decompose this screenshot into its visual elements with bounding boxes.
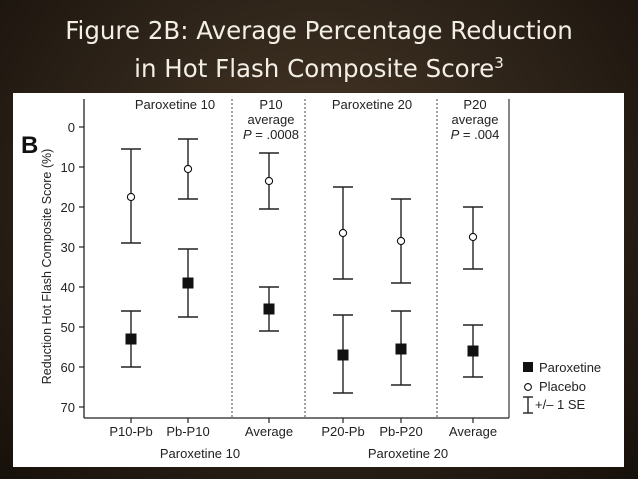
y-axis-label: Reduction Hot Flash Composite Score (%) <box>40 149 54 385</box>
legend: Paroxetine Placebo +/– 1 SE <box>523 360 601 414</box>
title-superscript: 3 <box>494 54 504 72</box>
placebo-point <box>468 232 478 242</box>
placebo-point <box>126 192 136 202</box>
p-symbol: P <box>451 127 460 142</box>
legend-label-paroxetine: Paroxetine <box>539 360 601 375</box>
axes: 0 10 20 30 40 50 60 70 Reduction Hot Flash Compo… <box>21 97 510 461</box>
panel-letter: B <box>21 132 38 159</box>
legend-marker-paroxetine <box>523 362 533 372</box>
y-tick-label: 0 <box>68 120 75 135</box>
top-label: P = .004 <box>451 127 500 142</box>
x-tick-label: P10-Pb <box>109 424 152 439</box>
x-tick-label: P20-Pb <box>321 424 364 439</box>
paroxetine-point <box>395 343 407 355</box>
p-value: = .004 <box>459 127 499 142</box>
top-label: P10 <box>259 97 282 112</box>
y-tick-label: 20 <box>61 200 75 215</box>
x-tick-label: Pb-P10 <box>166 424 209 439</box>
y-tick-label: 50 <box>61 320 75 335</box>
legend-label-placebo: Placebo <box>539 379 586 394</box>
paroxetine-point <box>263 303 275 315</box>
top-label: Paroxetine 10 <box>135 97 215 112</box>
y-tick-label: 40 <box>61 280 75 295</box>
legend-marker-placebo <box>524 383 532 391</box>
top-label: P20 <box>463 97 486 112</box>
top-label: P = .0008 <box>243 127 299 142</box>
paroxetine-point <box>337 349 349 361</box>
legend-label-se: +/– 1 SE <box>535 397 586 412</box>
placebo-point <box>396 236 406 246</box>
top-label: Paroxetine 20 <box>332 97 412 112</box>
chart: 0 10 20 30 40 50 60 70 Reduction Hot Flash Compo… <box>21 97 601 461</box>
x-tick-label: Pb-P20 <box>379 424 422 439</box>
placebo-point <box>338 228 348 238</box>
data-marks <box>121 138 483 394</box>
y-tick-label: 70 <box>61 400 75 415</box>
top-label: average <box>248 112 295 127</box>
y-tick-label: 30 <box>61 240 75 255</box>
paroxetine-point <box>125 333 137 345</box>
x-tick-label: Average <box>449 424 497 439</box>
title-line-2: in Hot Flash Composite Score3 <box>0 47 638 85</box>
p-value: = .0008 <box>252 127 299 142</box>
slide-title: Figure 2B: Average Percentage Reduction … <box>0 14 638 85</box>
group-label: Paroxetine 10 <box>160 446 240 461</box>
chart-panel: 0 10 20 30 40 50 60 70 Reduction Hot Flash Compo… <box>13 93 624 467</box>
top-label: average <box>452 112 499 127</box>
paroxetine-point <box>182 277 194 289</box>
placebo-point <box>183 164 193 174</box>
title-line-1: Figure 2B: Average Percentage Reduction <box>65 16 573 45</box>
placebo-point <box>264 176 274 186</box>
group-label: Paroxetine 20 <box>368 446 448 461</box>
p-symbol: P <box>243 127 252 142</box>
title-line-2-text: in Hot Flash Composite Score <box>134 54 495 84</box>
x-tick-label: Average <box>245 424 293 439</box>
y-tick-label: 60 <box>61 360 75 375</box>
paroxetine-point <box>467 345 479 357</box>
y-tick-label: 10 <box>61 160 75 175</box>
